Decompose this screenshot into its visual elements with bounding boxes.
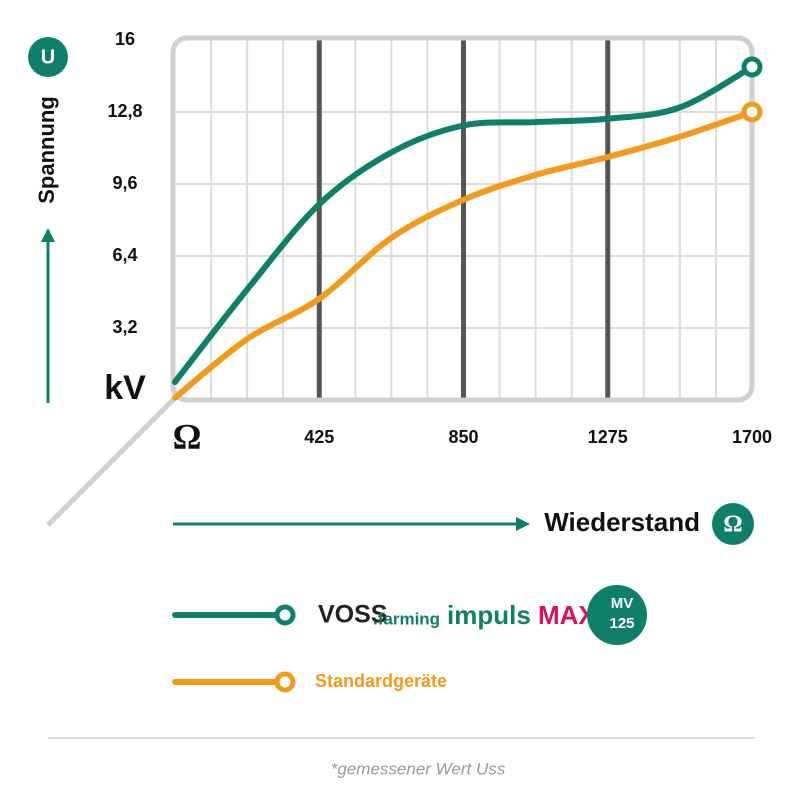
logo-product-suffix: MAX: [538, 600, 596, 630]
logo-badge-bottom: 125: [609, 615, 634, 632]
series-line: [172, 109, 755, 401]
y-unit: kV: [104, 369, 146, 407]
decor-diagonal: [46, 396, 177, 527]
logo-brand: VOSS: [318, 601, 387, 629]
x-tick-label: 1700: [732, 427, 772, 447]
y-tick-label: 6,4: [112, 245, 137, 265]
y-tick-label: 12,8: [107, 101, 142, 121]
legend-marker: [274, 604, 296, 626]
x-symbol: Ω: [723, 512, 742, 538]
y-symbol: U: [41, 46, 55, 68]
end-marker: [741, 101, 763, 123]
x-symbol-badge: [712, 503, 754, 545]
logo-brand-suffix: .farming: [373, 609, 440, 628]
y-arrow-head: [41, 228, 55, 242]
x-tick-label: 1275: [588, 427, 628, 447]
logo-badge: [587, 585, 647, 645]
y-tick-label: 3,2: [112, 317, 137, 337]
legend-label: Standardgeräte: [315, 671, 447, 691]
plot-border: [170, 35, 755, 403]
y-tick-label: 16: [115, 29, 135, 49]
end-marker: [741, 56, 763, 78]
x-axis-label: Wiederstand: [544, 507, 700, 537]
y-axis-label: Spannung: [34, 96, 59, 204]
x-tick-label: 850: [448, 427, 478, 447]
logo-badge-top: MV: [611, 595, 634, 612]
x-arrow-head: [516, 517, 530, 531]
footnote: *gemessener Wert Uss: [331, 759, 506, 778]
y-tick-label: 9,6: [112, 173, 137, 193]
series-line: [172, 64, 755, 385]
x-tick-label: 425: [304, 427, 334, 447]
logo-product: impuls: [447, 600, 531, 630]
legend-marker: [274, 671, 296, 693]
x-tick-label: Ω: [173, 416, 202, 456]
y-symbol-badge: [28, 37, 68, 77]
